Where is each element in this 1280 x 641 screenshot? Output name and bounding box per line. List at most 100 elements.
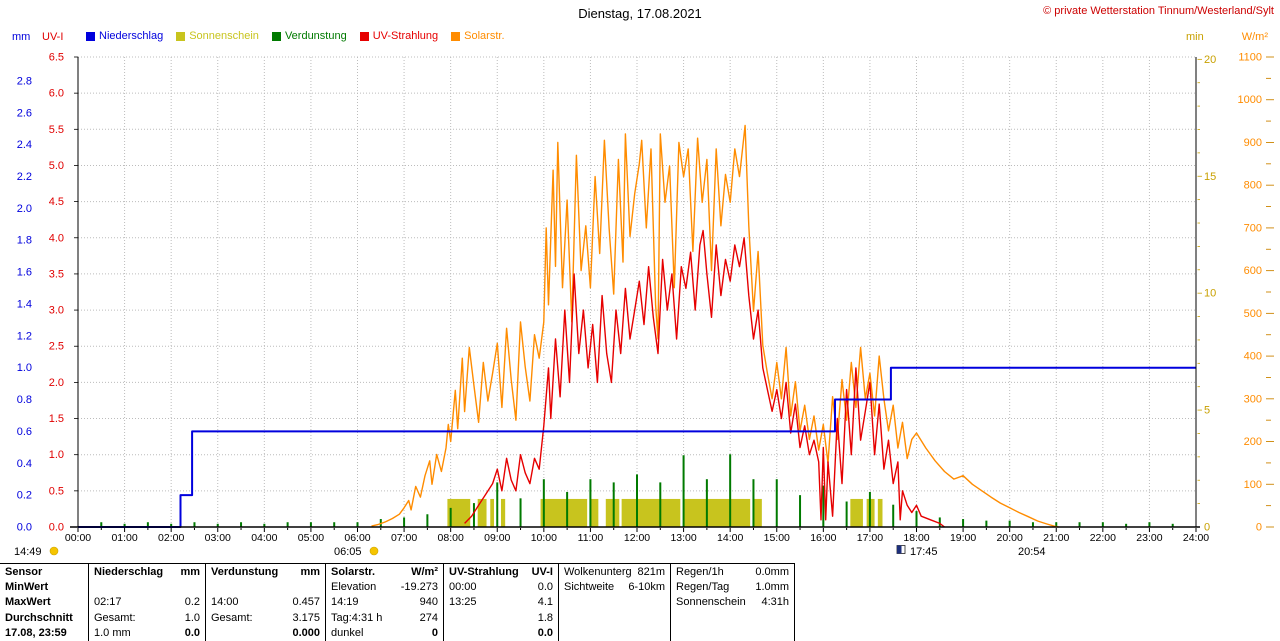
table-cell-label: 14:00: [211, 596, 239, 609]
table-cell-value: W/m²: [411, 565, 438, 578]
time-annotation: 17:45: [910, 546, 938, 558]
axis-tick-label: 0.2: [17, 490, 32, 502]
table-cell: Verdunstung mm: [205, 564, 325, 580]
table-cell-value: 0.0mm: [755, 565, 789, 578]
x-axis-label: 16:00: [810, 532, 836, 544]
axis-tick-label: 4.5: [49, 196, 64, 208]
axis-tick-label: 20: [1204, 54, 1216, 66]
series-solarstr: [371, 124, 1059, 528]
table-cell: [558, 594, 670, 611]
solarstr-swatch-icon: [451, 31, 461, 41]
x-axis-label: 04:00: [251, 532, 277, 544]
table-cell: Niederschlag mm: [88, 564, 205, 580]
axis-mm: 0.0 0.2 0.4 0.6 0.8 1.0 1.2 1.4 1.6 1.8 2.0 2.2 2.4 2…: [17, 75, 32, 533]
axis-tick-label: 300: [1244, 393, 1262, 405]
table-cell-label: Regen/1h: [676, 565, 724, 578]
grid-vertical: [124, 57, 1150, 527]
table-cell-value: 1.8: [537, 611, 553, 624]
axis-tick-label: 1000: [1238, 94, 1262, 106]
table-cell-label: 02:17: [94, 596, 122, 609]
x-axis-label: 21:00: [1043, 532, 1069, 544]
table-cell: Solarstr. W/m²: [325, 564, 443, 580]
table-cell-value: 1.0mm: [755, 581, 789, 594]
table-cell-value: 3.175: [292, 611, 320, 624]
table-cell-value: 940: [419, 596, 438, 609]
series-uv-strahlung: [464, 229, 945, 528]
axis-tick-label: 2.0: [49, 377, 64, 389]
axis-tick-label: 0.4: [17, 458, 32, 470]
table-cell-label: Solarstr.: [331, 565, 376, 578]
table-cell: 14:00 0.457: [205, 594, 325, 611]
axis-tick-label: 0: [1256, 522, 1262, 534]
x-axis-label: 00:00: [65, 532, 91, 544]
x-axis-labels: 00:00 01:00 02:00 03:00 04:00 05:00 06:00 07:00…: [65, 532, 1209, 544]
table-row-label: Sensor: [5, 565, 43, 578]
table-cell-value: 0.0: [537, 581, 553, 594]
plot-borders: [70, 57, 1200, 528]
table-cell: 1.0 mm 0.0: [88, 625, 205, 641]
table-cell-value: 1.0: [184, 611, 200, 624]
x-axis-label: 15:00: [764, 532, 790, 544]
axis-tick-label: 5: [1204, 405, 1210, 417]
table-cell-label: Verdunstung: [211, 565, 279, 578]
moon-phase-fill: [897, 545, 902, 554]
table-cell-label: Wolkenunterg: [564, 565, 632, 578]
table-cell-value: 0.000: [292, 627, 320, 640]
x-axis-label: 06:00: [344, 532, 370, 544]
axis-tick-label: 1.0: [49, 449, 64, 461]
sonnenschein-swatch-icon: [176, 31, 186, 41]
table-cell: Elevation -19.273: [325, 579, 443, 595]
summary-table: Sensor Niederschlag mm Verdunstung mm Solarst…: [0, 563, 795, 641]
table-cell: Tag:4:31 h 274: [325, 610, 443, 626]
table-cell-label: Tag:4:31 h: [331, 611, 383, 624]
legend-item-niederschlag: Niederschlag: [86, 30, 163, 42]
table-cell: [558, 625, 670, 641]
table-cell: [670, 610, 795, 626]
legend-item-sonnenschein: Sonnenschein: [176, 30, 259, 42]
moon-dot-icon: [49, 546, 59, 556]
axis-tick-label: 1100: [1238, 52, 1262, 64]
axis-tick-label: 700: [1244, 222, 1262, 234]
chart-legend: Niederschlag Sonnenschein Verdunstung UV-St…: [86, 30, 505, 42]
axis-tick-label: 100: [1244, 479, 1262, 491]
table-cell-value: 0.2: [184, 596, 200, 609]
x-axis-label: 20:00: [997, 532, 1023, 544]
table-cell: 0.000: [205, 625, 325, 641]
axis-tick-label: 1.4: [17, 298, 32, 310]
table-cell-label: Regen/Tag: [676, 581, 730, 594]
sun-dot-icon: [369, 546, 379, 556]
table-cell: [88, 579, 205, 595]
axis-tick-label: 6.0: [49, 88, 64, 100]
copyright-note: © private Wetterstation Tinnum/Westerlan…: [1043, 5, 1274, 17]
table-cell-value: 0.0: [537, 627, 553, 640]
x-axis-label: 13:00: [670, 532, 696, 544]
axis-tick-label: 2.8: [17, 75, 32, 87]
time-annotation: 14:49: [14, 546, 42, 558]
axis-tick-label: 0.0: [17, 522, 32, 534]
axis-tick-marks: [74, 56, 1274, 532]
x-axis-label: 01:00: [111, 532, 137, 544]
table-cell: Sonnenschein 4:31h: [670, 594, 795, 611]
axis-min: 0 5 10 15 20: [1204, 54, 1216, 534]
axis-tick-label: 4.0: [49, 232, 64, 244]
verdunstung-swatch-icon: [271, 31, 281, 41]
series-niederschlag: [78, 366, 1196, 528]
table-cell: Wolkenunterg 821m: [558, 564, 670, 580]
x-axis-label: 02:00: [158, 532, 184, 544]
table-cell-label: 1.0 mm: [94, 627, 131, 640]
table-cell-value: 4:31h: [761, 596, 789, 609]
axis-tick-label: 2.2: [17, 171, 32, 183]
table-cell: [205, 579, 325, 595]
axis-tick-label: 800: [1244, 180, 1262, 192]
series-verdunstung: [100, 454, 1174, 527]
table-cell: Gesamt: 3.175: [205, 610, 325, 626]
legend-label: Sonnenschein: [189, 30, 259, 42]
table-cell-value: 4.1: [537, 596, 553, 609]
table-cell-label: Sichtweite: [564, 581, 615, 594]
table-cell-label: dunkel: [331, 627, 364, 640]
sun-moon-annotations: 14:49 06:05 17:45 20:54: [14, 545, 1046, 558]
legend-item-solarstr: Solarstr.: [451, 30, 505, 42]
axis-tick-label: 1.6: [17, 267, 32, 279]
page-title: Dienstag, 17.08.2021: [578, 6, 702, 21]
